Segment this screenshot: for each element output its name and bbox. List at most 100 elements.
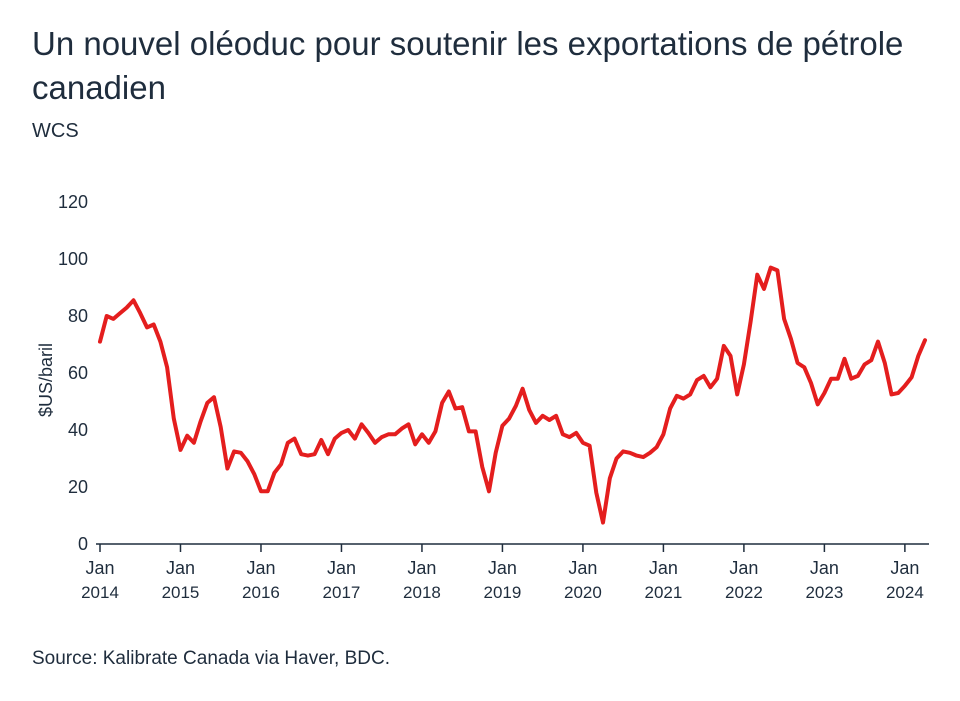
x-tick-label-year: 2020 [564,583,602,602]
data-point-2021-04 [682,397,685,401]
y-tick-label: 80 [68,306,88,326]
y-tick-label: 0 [78,534,88,554]
data-point-2021-05 [688,392,692,396]
data-point-2019-04 [521,387,525,391]
data-point-2019-10 [561,432,565,436]
data-point-2023-09 [876,340,880,344]
data-point-2020-10 [641,455,645,459]
data-point-2023-03 [836,377,840,381]
data-point-2014-01 [98,340,102,344]
data-point-2015-06 [212,395,216,399]
y-axis-ticks: 0 20 40 60 80 100 120 [58,192,88,554]
data-point-2015-08 [225,467,229,470]
data-point-2023-12 [896,391,900,395]
data-point-2021-02 [668,407,672,411]
x-axis-ticks: Jan 2014 Jan 2015 Jan 2016 Jan 2017 Jan 2018 Jan 20… [81,544,924,602]
data-point-2015-12 [252,472,256,476]
x-tick-label-month: Jan [166,558,195,578]
x-tick-label-year: 2016 [242,583,280,602]
data-point-2016-02 [266,489,270,493]
data-point-2022-09 [796,361,800,365]
data-point-2017-06 [373,441,377,445]
data-point-2018-11 [487,489,491,493]
x-tick-label-month: Jan [85,558,114,578]
y-tick-label: 20 [68,477,88,497]
x-tick-label-year: 2024 [886,583,924,602]
data-point-2019-05 [527,408,531,412]
data-point-2022-05 [769,266,773,270]
data-point-2021-09 [715,377,719,381]
data-point-2022-10 [802,365,806,369]
data-point-2021-11 [729,354,732,358]
data-point-2014-02 [105,314,109,318]
data-point-2015-10 [239,451,243,455]
x-tick-label-year: 2018 [403,583,441,602]
y-axis-title: $US/baril [36,343,56,417]
data-point-2024-04 [923,338,927,342]
data-point-2017-07 [380,435,384,439]
data-point-2019-09 [554,414,558,418]
data-point-2021-07 [702,374,706,378]
source-note: Source: Kalibrate Canada via Haver, BDC. [32,648,391,669]
data-point-2017-03 [353,437,357,441]
data-point-2023-08 [869,358,873,362]
data-point-2019-12 [574,431,578,435]
y-tick-label: 60 [68,363,88,383]
data-point-2020-05 [608,476,612,480]
data-point-2016-10 [319,438,323,442]
data-point-2018-08 [467,429,471,433]
data-point-2022-04 [762,287,766,291]
data-point-2018-03 [433,429,437,433]
data-point-2024-02 [910,375,914,379]
data-point-2014-07 [138,311,142,315]
x-tick-label-month: Jan [568,558,597,578]
data-point-2021-12 [735,392,739,396]
data-point-2019-03 [514,404,518,408]
data-point-2020-03 [594,491,598,495]
data-point-2018-10 [480,465,484,469]
data-point-2017-10 [400,427,404,431]
data-points [98,266,927,525]
data-point-2016-09 [313,452,317,456]
x-tick-label-year: 2021 [645,583,683,602]
data-point-2021-03 [675,394,679,398]
data-point-2023-05 [849,377,853,381]
data-point-2018-02 [427,441,431,445]
data-point-2014-11 [165,365,169,369]
data-point-2022-12 [816,402,820,406]
data-point-2022-08 [789,337,793,341]
data-point-2018-07 [460,405,464,409]
data-point-2024-01 [903,384,907,388]
data-point-2015-11 [246,459,250,463]
y-tick-label: 100 [58,249,88,269]
data-point-2019-07 [541,414,545,418]
x-tick-label-year: 2015 [162,583,200,602]
data-point-2018-09 [474,429,478,433]
data-point-2017-11 [407,422,410,426]
data-point-2023-01 [822,391,826,395]
data-point-2014-08 [145,325,149,329]
data-point-2015-02 [185,434,189,438]
data-point-2022-01 [742,362,746,366]
data-point-2014-03 [111,317,115,321]
data-point-2020-07 [621,449,625,453]
x-tick-label-month: Jan [729,558,758,578]
data-point-2022-07 [782,317,786,321]
data-point-2014-09 [152,323,156,326]
series-line-wcs [98,265,927,525]
data-point-2020-04 [601,521,605,525]
data-point-2023-04 [843,357,846,361]
data-point-2020-08 [628,451,632,455]
data-point-2016-08 [306,454,310,458]
data-point-2019-06 [534,421,538,425]
x-tick-label-year: 2022 [725,583,763,602]
data-point-2016-03 [272,471,276,475]
data-point-2018-06 [454,407,457,411]
data-point-2016-11 [326,452,330,456]
data-point-2023-11 [890,392,893,396]
data-point-2021-01 [661,432,665,436]
data-point-2022-03 [755,273,759,277]
data-point-2016-01 [259,489,263,493]
data-point-2017-01 [340,431,343,435]
